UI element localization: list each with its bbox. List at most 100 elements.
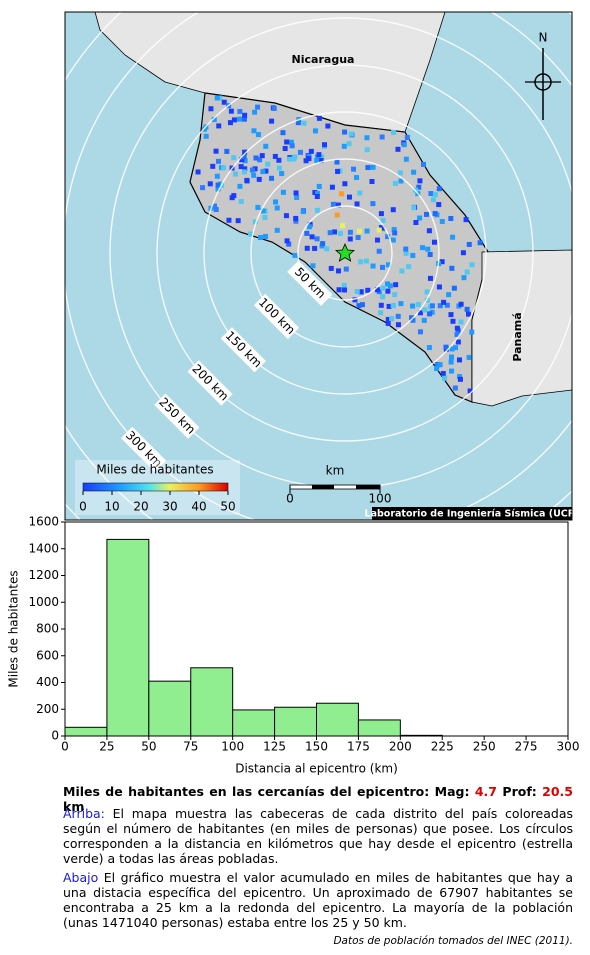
population-point: [288, 139, 294, 145]
ring-label-bg: [154, 393, 200, 439]
population-point: [451, 285, 457, 291]
x-tick-label: 250: [473, 740, 496, 754]
population-point: [439, 218, 445, 224]
population-point: [269, 118, 275, 124]
scalebar-tick-label: 100: [369, 492, 392, 506]
population-point: [295, 120, 301, 126]
population-point: [409, 315, 415, 321]
population-point: [195, 169, 201, 175]
y-tick-label: 0: [51, 729, 59, 743]
population-point: [455, 328, 461, 334]
population-point: [271, 105, 277, 111]
population-point: [251, 172, 257, 178]
population-point: [272, 153, 278, 159]
population-point: [378, 225, 384, 231]
population-point: [231, 155, 237, 161]
population-point: [431, 239, 437, 245]
scalebar-segment: [312, 485, 334, 489]
credit: Laboratorio de Ingeniería Sísmica (UCR): [365, 509, 580, 520]
population-point: [310, 263, 316, 269]
population-point: [453, 345, 459, 351]
x-tick-label: 300: [557, 740, 580, 754]
population-point: [392, 292, 398, 298]
north-arrow: N: [525, 31, 561, 120]
population-point: [252, 109, 258, 115]
population-point: [437, 303, 443, 309]
population-point: [430, 197, 436, 203]
country-label: Nicaragua: [292, 53, 355, 66]
population-point: [454, 331, 460, 337]
population-point: [392, 230, 398, 236]
population-point: [464, 306, 470, 312]
x-tick-label: 25: [99, 740, 114, 754]
population-point: [314, 236, 320, 242]
population-point: [238, 164, 244, 170]
population-point: [390, 302, 396, 308]
ring: [203, 111, 487, 395]
population-point: [331, 229, 337, 235]
population-point: [424, 297, 430, 303]
population-point: [385, 288, 391, 294]
population-point: [249, 167, 255, 173]
population-point: [203, 133, 209, 139]
x-tick-label: 150: [305, 740, 328, 754]
colorbar-tick-label: 10: [104, 500, 119, 514]
population-point: [436, 202, 442, 208]
population-point: [341, 282, 347, 288]
population-point: [449, 346, 455, 352]
population-point: [348, 131, 354, 137]
population-point: [427, 252, 433, 258]
population-point: [465, 311, 471, 317]
population-point: [284, 139, 290, 145]
population-point: [343, 266, 349, 272]
panama-land: [471, 249, 572, 407]
population-point: [314, 207, 320, 213]
x-tick-label: 175: [347, 740, 370, 754]
population-point: [342, 129, 348, 135]
population-point: [448, 312, 454, 318]
population-point: [274, 227, 280, 233]
population-point: [422, 307, 428, 313]
population-point: [211, 117, 217, 123]
population-point: [279, 171, 285, 177]
population-point: [443, 344, 449, 350]
population-point: [214, 95, 220, 101]
population-point: [364, 135, 370, 141]
caption-text: El mapa muestra las cabeceras de cada di…: [63, 806, 573, 866]
population-point: [215, 182, 221, 188]
population-point: [463, 217, 469, 223]
population-point: [461, 275, 467, 281]
population-point: [336, 287, 342, 293]
population-point: [325, 123, 331, 129]
population-point: [385, 281, 391, 287]
country-label: Panamá: [511, 312, 524, 361]
population-point: [274, 205, 280, 211]
population-point: [370, 263, 376, 269]
histogram: 0 25 50 75 100 125 150 175 200 225 250 275 300 0 200 40…: [7, 515, 580, 776]
population-point: [466, 354, 472, 360]
y-tick-label: 1200: [28, 568, 59, 582]
population-point: [417, 215, 423, 221]
north-label: N: [539, 31, 548, 45]
population-point: [401, 142, 407, 148]
population-point: [308, 148, 314, 154]
population-point: [316, 152, 322, 158]
population-point: [233, 171, 239, 177]
population-point: [335, 202, 341, 208]
population-point: [385, 320, 391, 326]
colorbar-tick-label: 30: [162, 500, 177, 514]
population-point: [354, 175, 360, 181]
population-point: [456, 374, 462, 380]
population-point: [314, 190, 320, 196]
population-point: [390, 207, 396, 213]
ring-label-bg: [120, 426, 167, 473]
population-point: [455, 339, 461, 345]
population-point: [364, 147, 370, 153]
population-point: [429, 303, 435, 309]
population-point: [286, 241, 292, 247]
population-point: [466, 241, 472, 247]
population-points: [195, 95, 483, 394]
population-point: [425, 246, 431, 252]
population-point: [477, 240, 483, 246]
